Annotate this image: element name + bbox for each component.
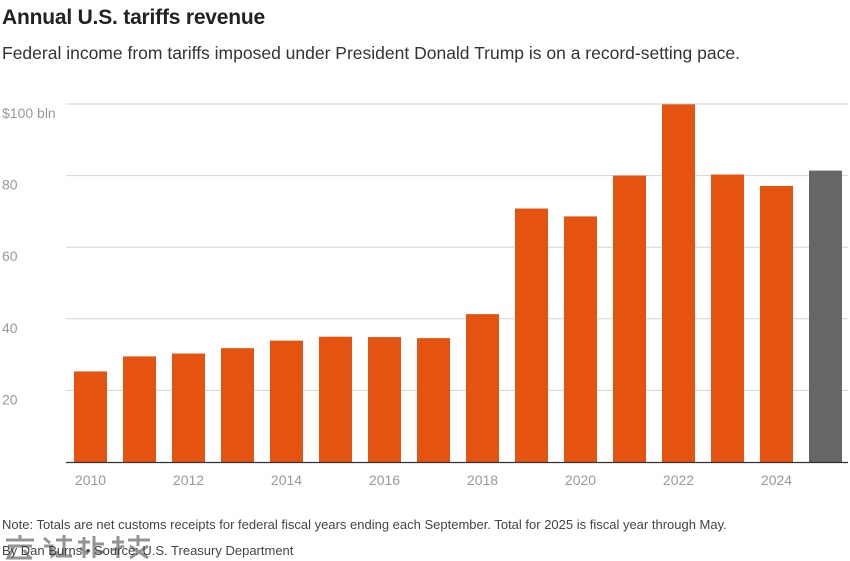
bar-2019	[515, 208, 548, 462]
bar-2021	[613, 175, 646, 462]
y-tick-label: 60	[2, 248, 18, 264]
x-tick-label: 2014	[271, 472, 302, 488]
chart-subtitle: Federal income from tariffs imposed unde…	[2, 43, 740, 63]
y-tick-label: 40	[2, 320, 18, 336]
x-tick-label: 2018	[467, 472, 498, 488]
y-tick-label: $100 bln	[2, 105, 56, 121]
bar-2013	[221, 348, 254, 462]
gridlines: 20 40 60 80 $100 bln	[2, 103, 848, 407]
bar-2015	[319, 336, 352, 462]
bar-2018	[466, 314, 499, 462]
bar-2025	[809, 170, 842, 462]
bar-2024	[760, 185, 793, 462]
bars	[74, 104, 842, 462]
bar-2010	[74, 371, 107, 462]
x-tick-label: 2016	[369, 472, 400, 488]
x-tick-label: 2024	[761, 472, 792, 488]
bar-2012	[172, 353, 205, 462]
x-tick-label: 2012	[173, 472, 204, 488]
y-tick-label: 80	[2, 177, 18, 193]
bar-2016	[368, 337, 401, 462]
chart-credit: By Dan Burns • Source: U.S. Treasury Dep…	[2, 543, 294, 558]
bar-2022	[662, 104, 695, 462]
bar-2014	[270, 340, 303, 462]
bar-2020	[564, 216, 597, 462]
x-tick-label: 2010	[75, 472, 106, 488]
chart-title: Annual U.S. tariffs revenue	[2, 6, 265, 29]
chart-note: Note: Totals are net customs receipts fo…	[2, 517, 727, 532]
x-axis: 2010 2012 2014 2016 2018 2020 2022 2024	[66, 461, 848, 488]
y-tick-label: 20	[2, 391, 18, 407]
x-tick-label: 2022	[663, 472, 694, 488]
bar-2023	[711, 174, 744, 462]
bar-2017	[417, 338, 450, 462]
bar-2011	[123, 356, 156, 462]
x-tick-label: 2020	[565, 472, 596, 488]
